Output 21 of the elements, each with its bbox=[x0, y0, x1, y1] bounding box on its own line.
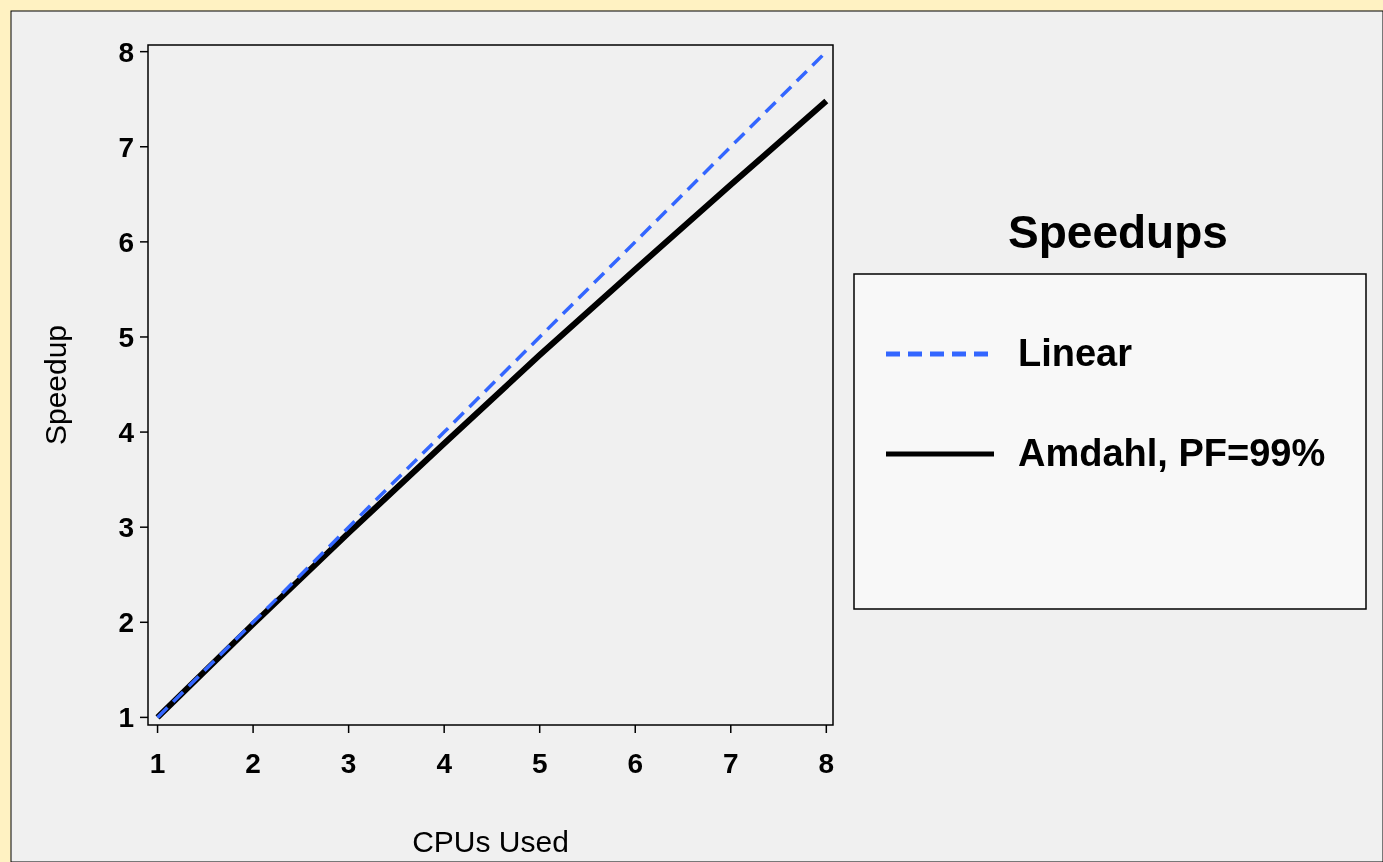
legend-label: Linear bbox=[1018, 332, 1133, 374]
x-tick-label: 6 bbox=[627, 748, 644, 779]
y-tick-label: 5 bbox=[118, 321, 134, 353]
y-tick-label: 8 bbox=[118, 36, 134, 68]
y-tick-label: 3 bbox=[118, 512, 134, 544]
x-tick-label: 7 bbox=[722, 748, 739, 779]
x-tick-label: 1 bbox=[149, 748, 166, 779]
legend-label: Amdahl, PF=99% bbox=[1018, 432, 1326, 474]
y-tick-label: 4 bbox=[118, 417, 135, 449]
x-tick-label: 8 bbox=[818, 748, 835, 779]
x-tick-label: 5 bbox=[531, 748, 548, 779]
y-tick-label: 1 bbox=[118, 702, 134, 734]
x-tick-label: 3 bbox=[340, 748, 357, 779]
x-axis-title: CPUs Used bbox=[412, 825, 569, 858]
y-tick-label: 7 bbox=[118, 131, 134, 163]
y-axis-title: Speedup bbox=[39, 324, 72, 446]
x-tick-label: 4 bbox=[436, 748, 453, 779]
y-tick-label: 2 bbox=[118, 607, 134, 639]
x-tick-label: 2 bbox=[245, 748, 261, 779]
legend-title: Speedups bbox=[1008, 206, 1228, 258]
y-tick-label: 6 bbox=[118, 226, 134, 258]
